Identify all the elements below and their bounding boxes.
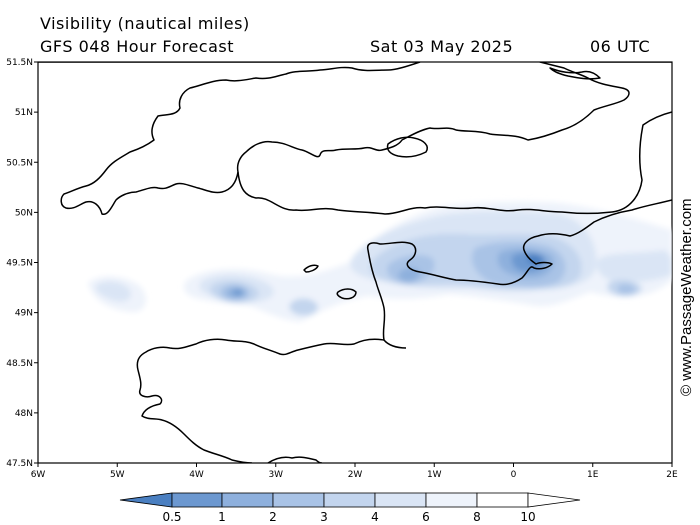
lat-label: 50.5N [6,158,33,168]
visibility-shading [88,201,672,322]
lon-label: 5W [110,470,125,480]
visibility-legend: 0.5 1 2 3 4 6 8 10 [119,492,581,524]
lat-label: 51.5N [6,58,33,68]
legend-label: 0.5 [162,510,181,524]
legend-swatch [272,492,325,508]
longitude-axis: 6W 5W 4W 3W 2W 1W 0 1E 2E [31,463,678,480]
legend-swatch [323,492,376,508]
map-title: Visibility (nautical miles) [40,14,250,33]
legend-swatch [425,492,478,508]
forecast-time: 06 UTC [590,37,651,56]
lon-label: 4W [189,470,204,480]
legend-swatch [119,492,173,508]
visibility-band-1 [526,254,543,264]
legend-label: 1 [218,510,226,524]
watermark-text: © www.PassageWeather.com [678,198,695,396]
lat-label: 50N [15,208,33,218]
lon-label: 1E [587,470,599,480]
legend-label: 3 [320,510,328,524]
lat-label: 49N [15,309,33,319]
thames-estuary [549,67,601,80]
lat-label: 48N [15,409,33,419]
legend-label: 8 [473,510,481,524]
brittany-coast [136,338,385,463]
legend-swatch [221,492,274,508]
watermark: © www.PassageWeather.com [678,198,695,396]
lat-label: 48.5N [6,359,33,369]
legend-swatch [171,492,223,508]
jersey [336,288,357,300]
wales-coastline [38,62,421,215]
legend-swatch [476,492,529,508]
legend-label: 4 [371,510,379,524]
lon-label: 2E [666,470,678,480]
gulf-of-morbihan [267,456,323,463]
legend-label: 2 [269,510,277,524]
england-coastline [236,62,672,215]
france-coastline [136,199,672,463]
latitude-axis: 51.5N 51N 50.5N 50N 49.5N 49N 48.5N 48N 47.5N [6,58,38,469]
isle-of-wight [386,136,428,158]
visibility-band-2 [233,252,546,296]
lon-label: 3W [268,470,283,480]
legend-swatch [527,492,581,508]
legend-label: 6 [422,510,430,524]
legend-label: 10 [520,510,535,524]
normandy-coast [366,199,672,349]
visibility-map: 51.5N 51N 50.5N 50N 49.5N 49N 48.5N 48N 47.5N 6W… [6,58,678,480]
lat-label: 49.5N [6,259,33,269]
lat-label: 47.5N [6,459,33,469]
lat-label: 51N [15,108,33,118]
coastline [38,62,672,215]
lon-label: 0 [511,470,517,480]
legend-swatch [374,492,427,508]
lon-label: 1W [427,470,442,480]
guernsey [303,264,319,273]
lon-label: 6W [31,470,46,480]
lon-label: 2W [348,470,363,480]
forecast-subtitle: GFS 048 Hour Forecast [40,37,235,56]
forecast-date: Sat 03 May 2025 [370,37,514,56]
